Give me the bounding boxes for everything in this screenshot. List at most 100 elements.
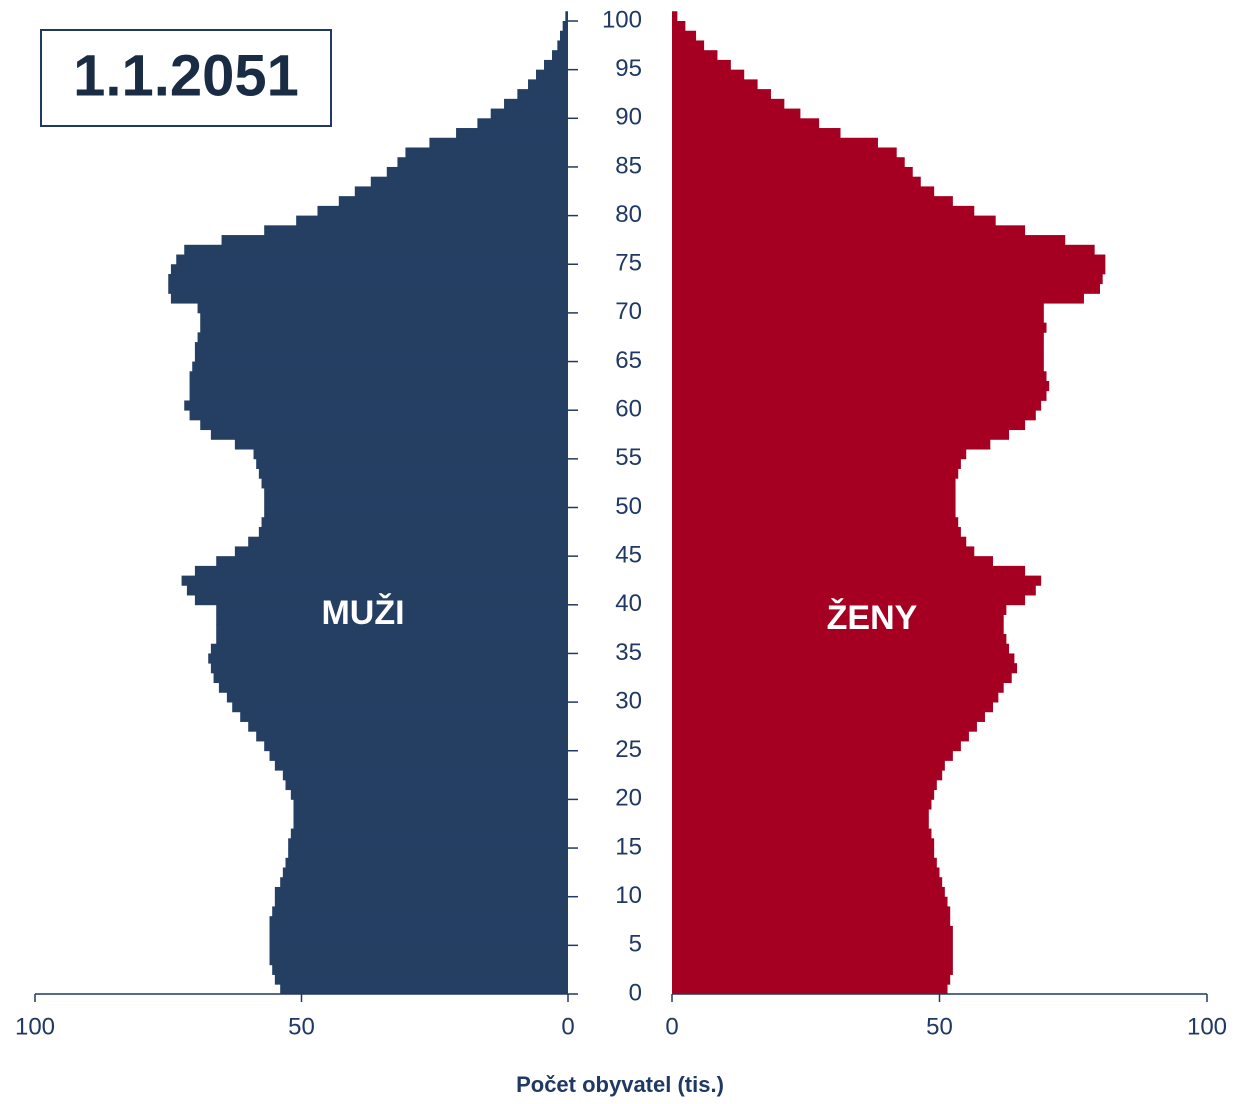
bar [282, 770, 568, 781]
bar [672, 672, 1012, 684]
bar [256, 731, 568, 742]
bar [200, 322, 569, 333]
bar [672, 478, 956, 489]
bar [197, 332, 568, 343]
bar [168, 283, 568, 294]
bar [274, 760, 568, 771]
bar [672, 721, 977, 732]
bar [386, 166, 568, 178]
bar [672, 186, 935, 197]
bar [562, 21, 568, 32]
bar [194, 351, 568, 362]
bar [672, 439, 991, 450]
bar [672, 50, 718, 61]
bar [261, 478, 568, 489]
bar [672, 955, 953, 966]
x-tick-label: 50 [288, 1013, 315, 1040]
bar [504, 98, 568, 109]
bar [672, 342, 1044, 353]
series-label: ŽENY [827, 599, 918, 637]
bar [672, 565, 1026, 577]
bar [216, 614, 568, 625]
bar [672, 205, 975, 216]
bar [672, 254, 1106, 265]
bar [181, 575, 568, 586]
bar [672, 332, 1044, 343]
bar [672, 30, 697, 41]
bar [672, 283, 1100, 294]
bar [672, 98, 785, 109]
bar [672, 789, 935, 800]
bar [528, 79, 568, 90]
bar [216, 556, 568, 567]
bar [234, 546, 568, 557]
y-tick-label: 85 [615, 152, 642, 179]
bar [269, 925, 568, 937]
bar [672, 760, 945, 771]
bar [672, 79, 758, 90]
y-tick-label: 60 [615, 396, 642, 423]
bar [672, 779, 937, 791]
bar [264, 225, 568, 236]
y-tick-label: 90 [615, 104, 642, 131]
bar [258, 468, 568, 479]
y-tick-label: 30 [615, 687, 642, 714]
bar [672, 264, 1106, 275]
bar [216, 633, 568, 645]
y-tick-label: 25 [615, 736, 642, 763]
bar [280, 984, 568, 995]
bar [672, 351, 1044, 362]
bar [354, 186, 568, 197]
bar [258, 526, 568, 538]
bar [184, 244, 569, 255]
bar [672, 11, 678, 22]
bar [293, 799, 568, 810]
y-tick-label: 70 [615, 298, 642, 325]
bar [672, 643, 1010, 654]
bar [672, 877, 943, 888]
bar [672, 867, 940, 878]
bar [189, 390, 568, 401]
bar [672, 886, 945, 898]
bar [672, 711, 985, 722]
bar [672, 906, 951, 917]
bar [269, 945, 568, 956]
bar [672, 916, 951, 927]
bar [456, 128, 568, 139]
bar [672, 964, 953, 975]
bar [672, 585, 1036, 596]
bar [672, 118, 820, 129]
bar [194, 342, 568, 353]
bar [672, 273, 1103, 285]
bar [272, 906, 568, 917]
y-tick-label: 10 [615, 882, 642, 909]
bar [477, 118, 568, 129]
bar [672, 215, 996, 226]
y-tick-label: 100 [602, 6, 642, 33]
bar [261, 517, 568, 528]
y-tick-label: 20 [615, 785, 642, 812]
chart-title: 1.1.2051 [73, 43, 299, 108]
bar [168, 273, 568, 285]
bar [248, 721, 568, 732]
bar [672, 546, 975, 557]
bar [672, 69, 745, 80]
bar [288, 838, 568, 849]
bar [338, 196, 568, 207]
y-tick-label: 35 [615, 639, 642, 666]
bar [429, 137, 568, 148]
bar [194, 595, 568, 606]
bar [490, 108, 568, 119]
bar [293, 818, 568, 829]
bar [672, 536, 967, 547]
bar [672, 89, 771, 100]
bar [672, 809, 929, 820]
bar [264, 488, 568, 499]
bar [192, 361, 569, 372]
bar [272, 964, 568, 975]
bar [672, 896, 948, 907]
bar [672, 741, 961, 752]
bar [672, 128, 841, 139]
bar [672, 390, 1047, 401]
